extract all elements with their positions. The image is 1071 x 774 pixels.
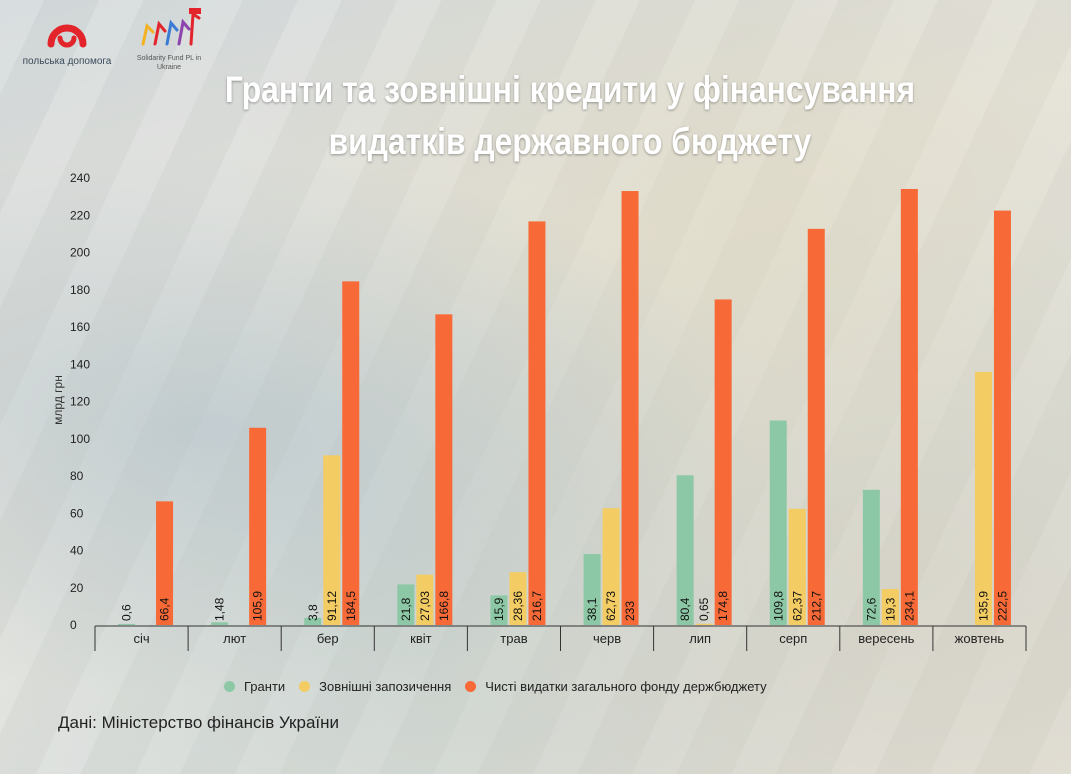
y-axis-label: млрд грн — [51, 375, 65, 425]
bar-data-label: 19,3 — [883, 597, 897, 621]
bar — [714, 299, 732, 625]
chart-legend: Гранти Зовнішні запозичення Чисті видатк… — [224, 676, 781, 696]
legend-item-net-expenditures: Чисті видатки загального фонду держбюдже… — [465, 678, 767, 694]
bar-data-label: 28,36 — [511, 591, 525, 621]
x-tick-label: серп — [779, 631, 807, 646]
x-tick-label: бер — [317, 631, 339, 646]
y-tick-label: 80 — [70, 469, 84, 483]
legend-swatch-external-borrowing — [299, 680, 311, 692]
bar-data-label: 80,4 — [678, 597, 692, 621]
bar-data-label: 212,7 — [809, 591, 823, 621]
people-hands-icon — [141, 8, 201, 46]
bar — [342, 281, 360, 625]
y-tick-label: 60 — [70, 506, 84, 520]
bar — [974, 371, 992, 625]
polish-aid-icon — [47, 24, 87, 48]
bar-data-label: 105,9 — [251, 591, 265, 621]
bar — [881, 589, 899, 625]
legend-label-grants: Гранти — [244, 678, 286, 694]
bar-data-label: 1,48 — [213, 597, 227, 621]
bar — [156, 501, 174, 625]
x-tick-label: вересень — [858, 631, 914, 646]
x-tick-label: черв — [593, 631, 621, 646]
x-tick-label: квіт — [410, 631, 431, 646]
legend-label-net-expenditures: Чисті видатки загального фонду держбюдже… — [485, 678, 767, 694]
y-tick-label: 200 — [70, 246, 90, 260]
y-tick-label: 20 — [70, 581, 84, 595]
bar — [993, 210, 1011, 625]
bar — [807, 228, 825, 625]
bar — [788, 508, 806, 625]
x-tick-label: жовтень — [955, 631, 1005, 646]
bar-data-label: 66,4 — [158, 597, 172, 621]
solidarity-fund-caption: Solidarity Fund PL in Ukraine — [136, 55, 202, 71]
bar-data-label: 62,73 — [604, 591, 618, 621]
chart-title-line1: Гранти та зовнішні кредити у фінансуванн… — [224, 69, 916, 110]
bar-data-label: 15,9 — [492, 597, 506, 621]
chart-title: Гранти та зовнішні кредити у фінансуванн… — [200, 64, 940, 168]
bar — [490, 595, 508, 625]
bar-data-label: 3,8 — [306, 604, 320, 621]
bar — [416, 574, 434, 625]
bar-data-label: 135,9 — [976, 591, 990, 621]
polish-aid-logo: польська допомога — [12, 14, 122, 70]
bar — [304, 617, 322, 625]
y-tick-label: 40 — [70, 544, 84, 558]
legend-swatch-net-expenditures — [465, 680, 477, 692]
bar — [695, 623, 713, 625]
bar-data-label: 91,12 — [325, 591, 339, 621]
bar-data-label: 233 — [623, 601, 637, 621]
y-tick-label: 0 — [70, 618, 77, 632]
bar-data-label: 222,5 — [995, 591, 1009, 621]
bar — [397, 584, 415, 625]
bar — [249, 427, 267, 625]
bar-data-label: 166,8 — [437, 591, 451, 621]
bar — [435, 314, 453, 625]
bar — [621, 191, 639, 625]
y-tick-label: 120 — [70, 395, 90, 409]
bar — [769, 420, 787, 625]
bar-data-label: 38,1 — [585, 597, 599, 621]
y-tick-label: 160 — [70, 320, 90, 334]
data-source: Дані: Міністерство фінансів України — [58, 713, 340, 732]
bar — [118, 623, 136, 625]
legend-item-grants: Гранти — [224, 679, 285, 694]
y-tick-label: 240 — [70, 171, 90, 185]
bar — [528, 221, 546, 626]
y-tick-label: 180 — [70, 283, 90, 297]
bar-data-label: 62,37 — [790, 591, 804, 621]
bar — [509, 572, 527, 625]
bar-data-label: 174,8 — [716, 591, 730, 621]
chart-title-line2: видатків державного бюджету — [328, 121, 812, 162]
bar-data-label: 216,7 — [530, 591, 544, 621]
y-tick-label: 100 — [70, 432, 90, 446]
y-tick-label: 140 — [70, 357, 90, 371]
polish-aid-caption: польська допомога — [22, 56, 112, 67]
x-tick-label: лют — [223, 631, 246, 646]
bar — [900, 188, 918, 625]
legend-swatch-grants — [224, 680, 235, 692]
x-tick-label: січ — [133, 631, 149, 646]
bar-data-label: 0,6 — [120, 604, 134, 621]
solidarity-fund-logo: Solidarity Fund PL in Ukraine — [133, 4, 205, 76]
bar — [323, 455, 341, 625]
bar — [211, 622, 229, 625]
bar-data-label: 27,03 — [418, 591, 432, 621]
bar — [602, 508, 620, 625]
bar-data-label: 234,1 — [902, 591, 916, 621]
x-tick-label: лип — [689, 631, 711, 646]
y-tick-label: 220 — [70, 208, 90, 222]
bar-data-label: 184,5 — [344, 591, 358, 621]
bar — [583, 554, 601, 625]
bar — [862, 489, 880, 625]
legend-item-external-borrowing: Зовнішні запозичення — [299, 679, 451, 694]
bar-data-label: 72,6 — [864, 597, 878, 621]
bar-data-label: 109,8 — [771, 591, 785, 621]
legend-label-external-borrowing: Зовнішні запозичення — [319, 678, 452, 694]
bar-data-label: 21,8 — [399, 597, 413, 621]
bar — [676, 475, 694, 625]
bar-data-label: 0,65 — [697, 597, 711, 621]
x-tick-label: трав — [500, 631, 527, 646]
